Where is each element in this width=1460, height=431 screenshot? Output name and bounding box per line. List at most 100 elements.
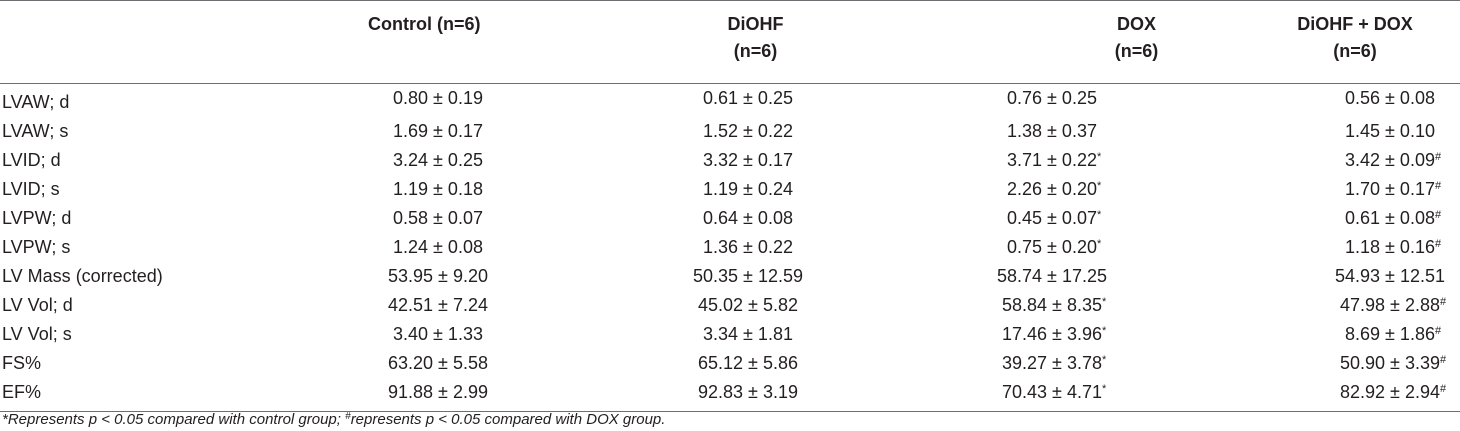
significance-mark: # (1439, 354, 1447, 366)
header-diohf-dox: DiOHF + DOX (n=6) (1200, 0, 1460, 84)
header-diohf: DiOHF (n=6) (582, 0, 915, 84)
cell-combo: 47.98 ± 2.88# (1200, 291, 1460, 320)
row-label: LVAW; d (2, 92, 70, 112)
cell-combo-content: 3.42 ± 0.09# (1345, 146, 1441, 175)
cell-value: 0.80 ± 0.19 (393, 88, 483, 108)
header-combo-line1: DiOHF + DOX (1297, 14, 1413, 34)
significance-mark: # (1434, 209, 1442, 221)
cell-combo: 82.92 ± 2.94# (1200, 378, 1460, 412)
cell-control-content: 0.58 ± 0.07 (393, 204, 483, 233)
cell-combo-content: 1.70 ± 0.17# (1345, 175, 1441, 204)
cell-value: 3.42 ± 0.09 (1345, 150, 1435, 170)
cell-dox: 2.26 ± 0.20* (915, 175, 1200, 204)
significance-mark: # (1434, 238, 1442, 250)
cell-value: 1.69 ± 0.17 (393, 121, 483, 141)
cell-dox: 1.38 ± 0.37 (915, 117, 1200, 146)
cell-combo-content: 1.45 ± 0.10 (1345, 117, 1435, 146)
cell-diohf-content: 3.32 ± 0.17 (703, 146, 793, 175)
cell-value: 1.38 ± 0.37 (1007, 121, 1097, 141)
cell-control-content: 0.80 ± 0.19 (393, 84, 483, 113)
cell-value: 0.56 ± 0.08 (1345, 88, 1435, 108)
cell-diohf: 45.02 ± 5.82 (582, 291, 915, 320)
cell-diohf: 1.36 ± 0.22 (582, 233, 915, 262)
cell-value: 54.93 ± 12.51 (1335, 266, 1445, 286)
significance-mark: * (1101, 383, 1107, 395)
table-row: EF% 91.88 ± 2.99 92.83 ± 3.19 70.43 ± 4.71*… (0, 378, 1460, 412)
cell-value: 45.02 ± 5.82 (698, 295, 798, 315)
header-diohf-line1: DiOHF (727, 14, 784, 34)
cell-control: 63.20 ± 5.58 (346, 349, 582, 378)
cell-value: 1.18 ± 0.16 (1345, 237, 1435, 257)
cell-control: 0.80 ± 0.19 (346, 84, 582, 118)
cell-value: 3.24 ± 0.25 (393, 150, 483, 170)
cell-control-content: 53.95 ± 9.20 (388, 262, 488, 291)
footnote-mark: # (345, 411, 351, 422)
header-dox-line2: (n=6) (1114, 41, 1159, 61)
table-footnote: *Represents p < 0.05 compared with contr… (2, 411, 665, 428)
cell-value: 3.34 ± 1.81 (703, 324, 793, 344)
table-row: LV Vol; s 3.40 ± 1.33 3.34 ± 1.81 17.46 ± 3… (0, 320, 1460, 349)
row-label: LVID; s (2, 179, 60, 199)
echocardiography-table: Control (n=6) DiOHF (n=6) DOX (n=6) DiOH… (0, 0, 1460, 412)
cell-value: 3.40 ± 1.33 (393, 324, 483, 344)
cell-diohf-content: 65.12 ± 5.86 (698, 349, 798, 378)
cell-dox-content: 17.46 ± 3.96* (1002, 320, 1106, 349)
cell-combo: 1.18 ± 0.16# (1200, 233, 1460, 262)
cell-value: 47.98 ± 2.88 (1340, 295, 1440, 315)
cell-combo-content: 8.69 ± 1.86# (1345, 320, 1441, 349)
cell-value: 82.92 ± 2.94 (1340, 382, 1440, 402)
cell-value: 92.83 ± 3.19 (698, 382, 798, 402)
header-control: Control (n=6) (346, 0, 582, 84)
cell-control-content: 1.69 ± 0.17 (393, 117, 483, 146)
cell-combo: 3.42 ± 0.09# (1200, 146, 1460, 175)
header-dox: DOX (n=6) (915, 0, 1200, 84)
row-label: EF% (0, 378, 346, 412)
cell-combo: 1.45 ± 0.10 (1200, 117, 1460, 146)
cell-diohf: 0.61 ± 0.25 (582, 84, 915, 118)
cell-control-content: 1.19 ± 0.18 (393, 175, 483, 204)
cell-control-content: 63.20 ± 5.58 (388, 349, 488, 378)
significance-mark: * (1096, 209, 1102, 221)
cell-value: 0.75 ± 0.20 (1007, 237, 1097, 257)
cell-dox: 0.75 ± 0.20* (915, 233, 1200, 262)
cell-value: 1.70 ± 0.17 (1345, 179, 1435, 199)
header-empty (0, 0, 346, 84)
cell-value: 0.64 ± 0.08 (703, 208, 793, 228)
cell-dox-content: 70.43 ± 4.71* (1002, 378, 1106, 407)
table-header: Control (n=6) DiOHF (n=6) DOX (n=6) DiOH… (0, 0, 1460, 84)
row-label: LV Vol; d (2, 295, 73, 315)
cell-value: 0.45 ± 0.07 (1007, 208, 1097, 228)
cell-value: 65.12 ± 5.86 (698, 353, 798, 373)
cell-dox-content: 0.76 ± 0.25 (1007, 84, 1097, 113)
cell-value: 0.61 ± 0.25 (703, 88, 793, 108)
significance-mark: # (1439, 296, 1447, 308)
cell-dox-content: 39.27 ± 3.78* (1002, 349, 1106, 378)
table-row: LVID; s 1.19 ± 0.18 1.19 ± 0.24 2.26 ± 0.20… (0, 175, 1460, 204)
cell-value: 8.69 ± 1.86 (1345, 324, 1435, 344)
cell-dox: 0.76 ± 0.25 (915, 84, 1200, 118)
cell-combo: 50.90 ± 3.39# (1200, 349, 1460, 378)
cell-diohf: 1.19 ± 0.24 (582, 175, 915, 204)
row-label: LVPW; s (2, 237, 71, 257)
cell-diohf-content: 92.83 ± 3.19 (698, 378, 798, 407)
cell-diohf: 3.32 ± 0.17 (582, 146, 915, 175)
cell-diohf: 1.52 ± 0.22 (582, 117, 915, 146)
cell-value: 58.84 ± 8.35 (1002, 295, 1102, 315)
cell-dox: 17.46 ± 3.96* (915, 320, 1200, 349)
header-combo-line2: (n=6) (1333, 41, 1377, 61)
cell-dox: 58.74 ± 17.25 (915, 262, 1200, 291)
cell-value: 39.27 ± 3.78 (1002, 353, 1102, 373)
cell-control: 3.24 ± 0.25 (346, 146, 582, 175)
header-diohf-line2: (n=6) (733, 41, 778, 61)
cell-combo-content: 47.98 ± 2.88# (1340, 291, 1446, 320)
cell-dox-content: 0.45 ± 0.07* (1007, 204, 1101, 233)
cell-value: 91.88 ± 2.99 (388, 382, 488, 402)
cell-control: 0.58 ± 0.07 (346, 204, 582, 233)
table-row: LVPW; s 1.24 ± 0.08 1.36 ± 0.22 0.75 ± 0.20… (0, 233, 1460, 262)
cell-combo-content: 50.90 ± 3.39# (1340, 349, 1446, 378)
cell-combo-content: 0.61 ± 0.08# (1345, 204, 1441, 233)
cell-control: 3.40 ± 1.33 (346, 320, 582, 349)
cell-diohf-content: 45.02 ± 5.82 (698, 291, 798, 320)
cell-combo-content: 1.18 ± 0.16# (1345, 233, 1441, 262)
significance-mark: * (1096, 180, 1102, 192)
